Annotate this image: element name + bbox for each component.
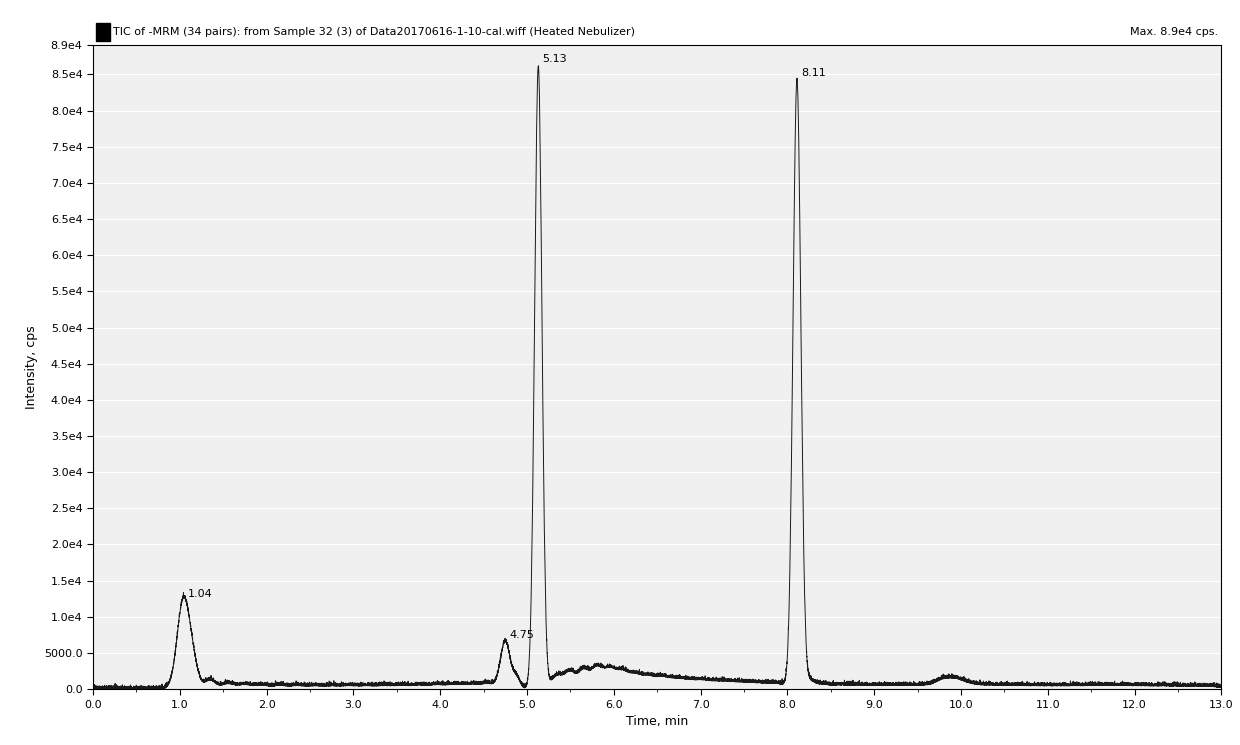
Text: 4.75: 4.75: [510, 630, 534, 640]
Y-axis label: Intensity, cps: Intensity, cps: [25, 326, 38, 409]
Bar: [97, 22, 110, 42]
Text: TIC of -MRM (34 pairs): from Sample 32 (3) of Data20170616-1-10-cal.wiff (Heated: TIC of -MRM (34 pairs): from Sample 32 (…: [113, 27, 635, 37]
Text: 5.13: 5.13: [543, 54, 567, 63]
Text: Max. 8.9e4 cps.: Max. 8.9e4 cps.: [1130, 27, 1218, 37]
Text: 1.04: 1.04: [187, 589, 212, 599]
X-axis label: Time, min: Time, min: [626, 715, 688, 728]
Text: 8.11: 8.11: [801, 68, 826, 78]
